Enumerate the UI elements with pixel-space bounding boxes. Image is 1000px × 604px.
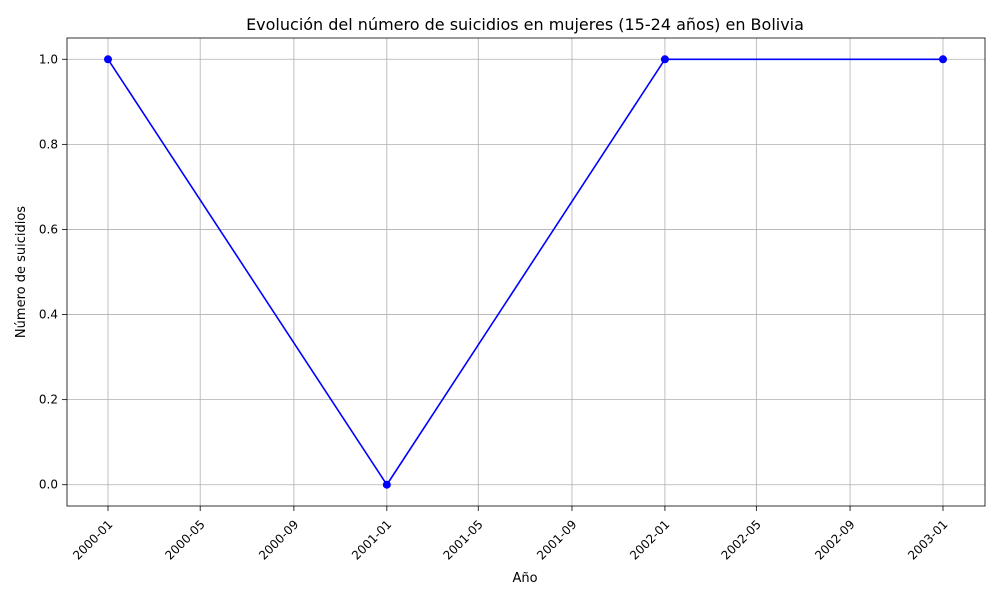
y-tick-label: 1.0 <box>39 52 58 66</box>
y-tick-label: 0.8 <box>39 137 58 151</box>
x-axis-ticks: 2000-01 2000-05 2000-09 2001-01 2001-05 2001-… <box>70 506 951 563</box>
data-point <box>939 55 947 64</box>
data-point <box>660 55 669 64</box>
x-tick-label: 2001-09 <box>534 517 579 562</box>
x-axis-label: Año <box>512 571 537 586</box>
x-tick-label: 2001-01 <box>349 517 394 562</box>
y-axis-ticks: 0.0 0.2 0.4 0.6 0.8 1.0 <box>39 52 67 492</box>
y-axis-label: Número de suicidios <box>14 206 29 338</box>
x-tick-label: 2003-01 <box>905 517 950 562</box>
x-tick-label: 2000-05 <box>162 517 207 562</box>
data-point <box>382 480 391 489</box>
x-tick-label: 2000-01 <box>70 517 115 562</box>
x-tick-label: 2002-01 <box>627 517 672 562</box>
x-tick-label: 2002-09 <box>812 517 857 562</box>
plot-area-frame <box>66 37 986 507</box>
y-tick-label: 0.6 <box>39 222 58 236</box>
chart-title: Evolución del número de suicidios en muj… <box>246 15 804 34</box>
y-tick-label: 0.0 <box>39 478 58 492</box>
series-line <box>107 58 943 487</box>
data-point <box>104 55 112 64</box>
y-tick-label: 0.4 <box>39 308 58 322</box>
x-tick-label: 2001-05 <box>440 517 485 562</box>
x-tick-label: 2002-05 <box>719 517 764 562</box>
y-tick-label: 0.2 <box>39 393 58 407</box>
series-layer <box>104 55 947 489</box>
x-tick-label: 2000-09 <box>256 517 301 562</box>
